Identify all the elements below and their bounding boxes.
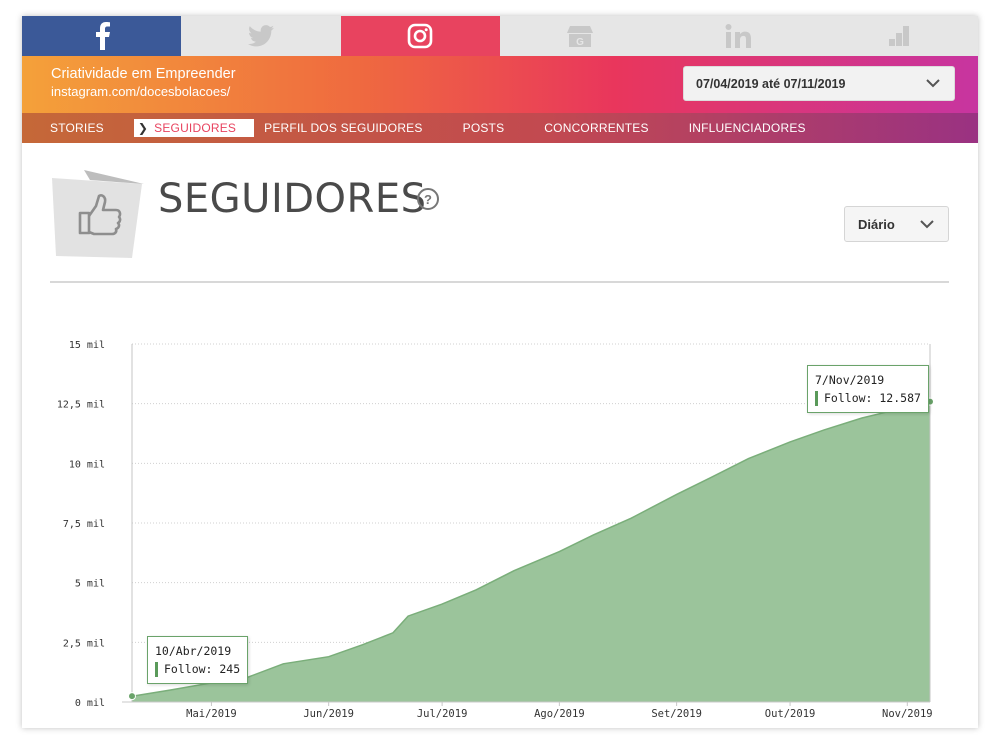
tooltip-start-value: Follow: 245 [164,662,241,676]
svg-text:G: G [576,37,584,48]
x-tick-label: Nov/2019 [882,708,933,720]
y-tick-label: 15 mil [69,340,105,351]
tooltip-end: 7/Nov/2019 Follow: 12.587 [807,365,929,413]
tab-instagram[interactable] [340,16,500,56]
tab-google-my-business[interactable]: G [499,16,660,56]
x-tick-label: Ago/2019 [534,708,585,720]
subnav-posts[interactable]: POSTS [462,121,505,135]
period-value: Diário [858,216,895,232]
network-tabs: G [22,16,978,56]
series-swatch [815,390,818,406]
tab-facebook[interactable] [22,16,182,56]
subnav-seguidores[interactable]: ❯ SEGUIDORES [133,119,255,137]
follow-series-line [131,400,931,697]
tooltip-start-date: 10/Abr/2019 [155,644,232,658]
y-tick-label: 7,5 mil [63,519,105,530]
date-range-select[interactable]: 07/04/2019 até 07/11/2019 [683,66,955,101]
section-divider [50,281,949,283]
instagram-icon [408,23,433,49]
tab-other[interactable] [818,16,978,56]
tab-linkedin[interactable] [659,16,819,56]
y-tick-label: 0 mil [75,698,105,709]
subnav-concorrentes[interactable]: CONCORRENTES [544,121,649,135]
subnav-stories[interactable]: STORIES [50,121,104,135]
subnav-influenciadores[interactable]: INFLUENCIADORES [688,121,806,135]
bar-chart-icon [889,26,910,46]
tooltip-start: 10/Abr/2019 Follow: 245 [147,636,249,684]
facebook-icon [95,22,110,50]
tab-twitter[interactable] [181,16,341,56]
page-title: SEGUIDORES [158,176,427,222]
followers-chart: 15 mil 12,5 mil 10 mil 7,5 mil 5 mil 2,5 mil 0… [57,340,934,720]
profile-header: Criatividade em Empreender instagram.com… [22,56,978,113]
store-icon: G [566,26,593,48]
chevron-right-icon: ❯ [137,121,149,135]
x-tick-label: Jun/2019 [303,708,354,720]
subnav-perfil-dos-seguidores[interactable]: PERFIL DOS SEGUIDORES [264,121,423,135]
y-tick-label: 5 mil [75,579,105,590]
twitter-icon [247,25,274,47]
profile-name: Criatividade em Empreender [51,66,236,82]
x-tick-label: Mai/2019 [186,708,237,720]
app-frame: G Criatividade em Empreender instagram.c… [22,16,978,728]
chevron-down-icon [920,220,934,229]
x-tick-label: Set/2019 [651,708,702,720]
y-tick-label: 2,5 mil [63,638,105,649]
period-select[interactable]: Diário [844,206,949,242]
tooltip-end-value: Follow: 12.587 [824,391,921,405]
date-range-value: 07/04/2019 até 07/11/2019 [696,76,846,91]
chevron-down-icon [926,79,940,88]
sub-nav: STORIES ❯ SEGUIDORES PERFIL DOS SEGUIDOR… [22,113,978,143]
y-tick-label: 10 mil [69,459,105,470]
profile-url[interactable]: instagram.com/docesbolacoes/ [51,84,231,99]
follow-series-area [132,401,930,702]
linkedin-icon [725,24,751,48]
x-tick-label: Jul/2019 [417,708,468,720]
help-icon[interactable]: ? [417,188,439,210]
start-point-marker [128,692,136,701]
y-tick-label: 12,5 mil [57,400,105,411]
series-swatch [155,661,158,677]
tooltip-end-date: 7/Nov/2019 [815,373,885,387]
x-tick-label: Out/2019 [765,708,816,720]
subnav-seguidores-label: SEGUIDORES [154,121,237,135]
thumbs-up-icon [52,170,144,258]
